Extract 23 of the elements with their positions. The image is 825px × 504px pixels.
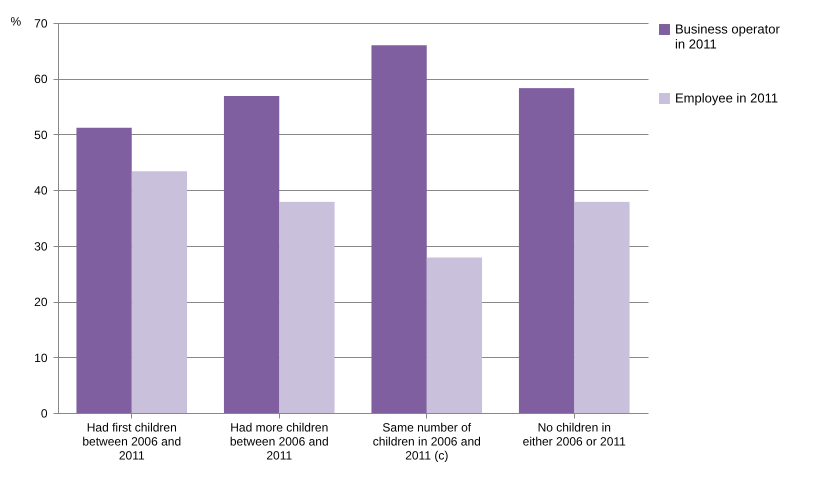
bar xyxy=(279,202,335,413)
bar xyxy=(426,258,482,413)
bar xyxy=(371,45,427,413)
legend-label: Employee in 2011 xyxy=(675,90,778,106)
y-tick-label: 0 xyxy=(40,406,48,420)
x-tick-label: Had first children between 2006 and 2011 xyxy=(82,420,182,462)
y-tick-label: 70 xyxy=(34,16,48,30)
y-tick-label: 30 xyxy=(34,239,48,254)
bar xyxy=(224,96,280,413)
y-axis-title: % xyxy=(10,14,22,28)
bar xyxy=(574,202,630,413)
y-tick-label: 50 xyxy=(34,128,48,142)
y-tick-label: 20 xyxy=(34,295,48,310)
y-tick-label: 10 xyxy=(34,350,48,365)
legend-label: Business operator in 2011 xyxy=(675,22,780,52)
bar xyxy=(76,128,132,413)
bar xyxy=(518,88,574,413)
bar xyxy=(132,171,188,413)
x-tick-label: Had more children between 2006 and 2011 xyxy=(230,420,329,462)
y-tick-label: 40 xyxy=(34,184,48,198)
x-tick-label: Same number of children in 2006 and 2011 (c) xyxy=(372,420,481,462)
y-tick-label: 60 xyxy=(34,72,48,86)
x-tick-label: No children in either 2006 or 2011 xyxy=(522,420,626,448)
